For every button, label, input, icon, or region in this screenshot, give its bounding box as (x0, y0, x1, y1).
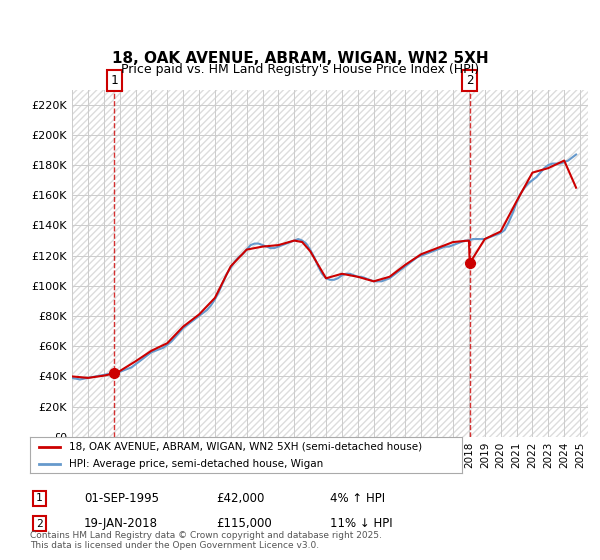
Text: HPI: Average price, semi-detached house, Wigan: HPI: Average price, semi-detached house,… (69, 459, 323, 469)
Text: 4% ↑ HPI: 4% ↑ HPI (330, 492, 385, 505)
Text: 11% ↓ HPI: 11% ↓ HPI (330, 517, 392, 530)
Text: 01-SEP-1995: 01-SEP-1995 (84, 492, 159, 505)
Text: 1: 1 (110, 74, 118, 87)
Text: 2: 2 (36, 519, 43, 529)
Text: £115,000: £115,000 (216, 517, 272, 530)
Text: £42,000: £42,000 (216, 492, 265, 505)
Text: 2: 2 (466, 74, 473, 87)
Text: Price paid vs. HM Land Registry's House Price Index (HPI): Price paid vs. HM Land Registry's House … (121, 63, 479, 77)
Text: Contains HM Land Registry data © Crown copyright and database right 2025.
This d: Contains HM Land Registry data © Crown c… (30, 530, 382, 550)
Text: 1: 1 (36, 493, 43, 503)
Text: 19-JAN-2018: 19-JAN-2018 (84, 517, 158, 530)
Text: 18, OAK AVENUE, ABRAM, WIGAN, WN2 5XH (semi-detached house): 18, OAK AVENUE, ABRAM, WIGAN, WN2 5XH (s… (69, 442, 422, 452)
Text: 18, OAK AVENUE, ABRAM, WIGAN, WN2 5XH: 18, OAK AVENUE, ABRAM, WIGAN, WN2 5XH (112, 52, 488, 66)
